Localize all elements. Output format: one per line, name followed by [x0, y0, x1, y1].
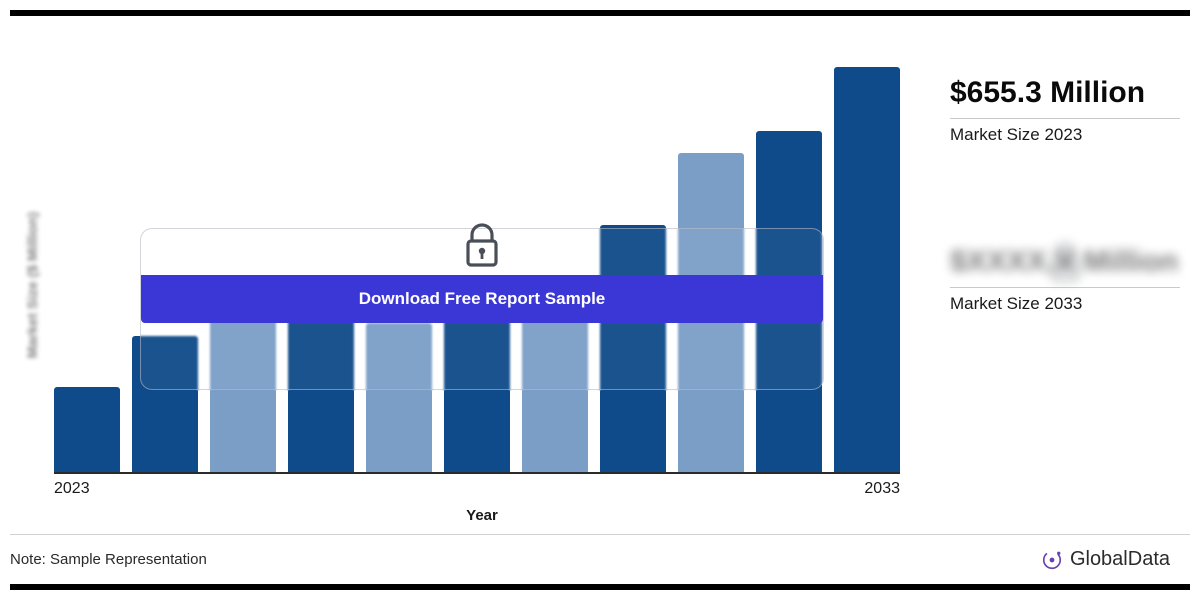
divider	[950, 118, 1180, 119]
bar	[834, 67, 900, 472]
divider	[950, 287, 1180, 288]
lock-icon	[1046, 241, 1084, 283]
stat-2033-value-locked: $XXXX.X Million	[950, 245, 1180, 279]
brand: GlobalData	[1040, 548, 1170, 572]
download-sample-label: Download Free Report Sample	[359, 289, 606, 308]
footer: Note: Sample Representation GlobalData	[10, 534, 1190, 584]
x-axis-label: Year	[44, 507, 920, 524]
stat-2023-value: $655.3 Million	[950, 76, 1180, 110]
x-tick-start: 2023	[54, 480, 90, 498]
brand-name: GlobalData	[1070, 548, 1170, 571]
chart-area: Market Size ($ Million) 2023 2033 Year	[20, 46, 920, 524]
x-tick-end: 2033	[864, 480, 900, 498]
stats-sidebar: $655.3 Million Market Size 2023 $XXXX.X …	[920, 46, 1180, 524]
lock-icon	[460, 221, 504, 269]
bar	[54, 387, 120, 472]
stat-2033: $XXXX.X Million Market Size 2033	[950, 245, 1180, 314]
brand-icon	[1040, 548, 1064, 572]
download-sample-button[interactable]: Download Free Report Sample	[141, 275, 822, 323]
footer-note: Note: Sample Representation	[10, 551, 207, 568]
stat-2033-label: Market Size 2033	[950, 294, 1180, 314]
stat-2023: $655.3 Million Market Size 2023	[950, 76, 1180, 145]
chart-plot: 2023 2033 Year Download Free Rep	[44, 46, 920, 524]
y-axis-label: Market Size ($ Million)	[20, 212, 44, 358]
locked-overlay: Download Free Report Sample	[140, 228, 823, 391]
x-axis-ticks: 2023 2033	[54, 480, 900, 498]
stat-2023-label: Market Size 2023	[950, 125, 1180, 145]
